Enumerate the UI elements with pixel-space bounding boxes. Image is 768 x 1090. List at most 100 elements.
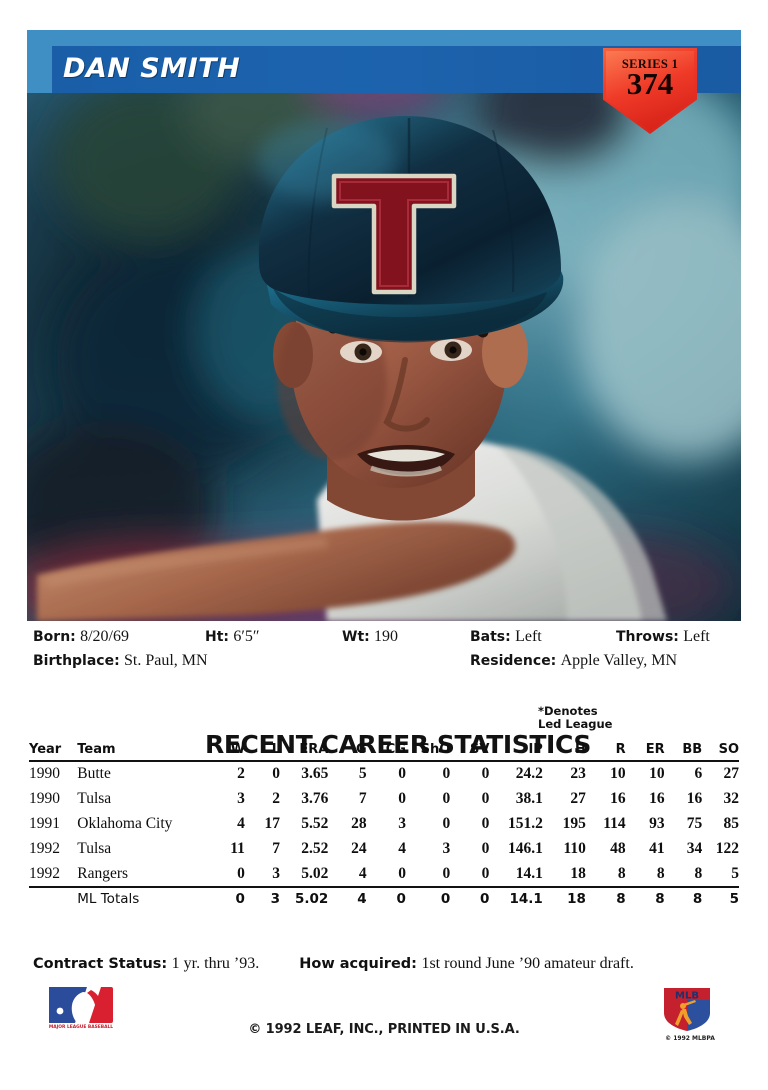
totals-cell-sv: 0	[450, 885, 490, 911]
cell-era: 5.52	[301, 814, 329, 832]
cell-year: 1992	[29, 864, 60, 882]
cell-so: 85	[723, 814, 740, 832]
cell-bb: 16	[686, 790, 703, 808]
cell-era: 3.76	[301, 790, 329, 808]
col-g: G	[328, 742, 367, 762]
cell-h: 23	[570, 765, 586, 783]
cell-r: 10	[610, 765, 626, 783]
cell-g: 24	[351, 839, 367, 857]
cell-team: Tulsa	[77, 839, 112, 857]
col-er: ER	[625, 742, 665, 762]
cell-era: 5.02	[301, 864, 329, 882]
player-photo-illustration	[27, 30, 741, 621]
cell-g: 7	[358, 790, 367, 808]
led-league-note-line1: *Denotes	[538, 704, 598, 718]
totals-cell-team: ML Totals	[72, 885, 212, 911]
weight-field: Wt: 190	[342, 628, 399, 645]
totals-cell-year	[29, 885, 73, 911]
cell-year: 1990	[29, 790, 60, 808]
cell-sho: 0	[442, 765, 451, 783]
bio-row-1: Born: 8/20/69 Ht: 6′5″ Wt: 190 Bats: Lef…	[27, 628, 741, 652]
career-statistics-table: Year Team W L ERA G CG ShO SV IP H R ER …	[29, 742, 739, 911]
how-acquired-group: How acquired: 1st round June ’90 amateur…	[299, 955, 634, 972]
cell-sho: 0	[442, 864, 451, 882]
col-bb: BB	[664, 742, 703, 762]
led-league-note: *Denotes Led League	[538, 705, 612, 730]
bats-field: Bats: Left	[470, 628, 542, 645]
card-number: 374	[626, 66, 674, 101]
col-era: ERA	[280, 742, 329, 762]
cell-ip: 151.2	[507, 814, 543, 832]
cell-ip: 24.2	[515, 765, 543, 783]
cell-ip: 146.1	[507, 839, 543, 857]
table-row-totals: ML Totals 0 3 5.02 4 0 0 0 14.1 18 8 8 8 5	[29, 885, 739, 911]
cell-w: 2	[237, 765, 245, 783]
cell-bb: 6	[694, 765, 703, 783]
cell-h: 27	[570, 790, 586, 808]
cell-er: 93	[649, 814, 665, 832]
totals-cell-g: 4	[328, 885, 367, 911]
cell-sho: 3	[442, 839, 451, 857]
series-badge: SERIES 1 374	[603, 48, 697, 134]
table-row: 1992 Tulsa 11 7 2.52 24 4 3 0 146.1 110 48 41 34 122	[29, 836, 739, 861]
cell-team: Oklahoma City	[77, 814, 173, 832]
cell-cg: 3	[398, 814, 406, 832]
cell-year: 1991	[29, 814, 60, 832]
page-title: DAN SMITH	[63, 53, 241, 84]
cell-er: 10	[649, 765, 665, 783]
cell-sv: 0	[481, 790, 490, 808]
cell-h: 18	[570, 864, 586, 882]
cell-sho: 0	[442, 814, 451, 832]
totals-cell-h: 18	[542, 885, 586, 911]
cell-so: 27	[723, 765, 740, 783]
cell-era: 2.52	[301, 839, 329, 857]
totals-cell-er: 8	[625, 885, 665, 911]
mlbpa-logo-svg: MLB	[662, 986, 712, 1033]
cell-g: 28	[351, 814, 367, 832]
cell-h: 195	[562, 814, 586, 832]
col-w: W	[211, 742, 245, 762]
cell-bb: 75	[686, 814, 703, 832]
residence-field: Residence: Apple Valley, MN	[470, 652, 678, 669]
table-row: 1992 Rangers 0 3 5.02 4 0 0 0 14.1 18 8 8 8 5	[29, 861, 739, 887]
born-field: Born: 8/20/69	[33, 628, 129, 645]
cell-w: 4	[237, 814, 245, 832]
cell-l: 7	[272, 839, 281, 857]
series-label: SERIES 1	[621, 57, 679, 71]
cell-sv: 0	[481, 814, 490, 832]
contract-info: Contract Status: 1 yr. thru ’93. How acqu…	[33, 955, 739, 973]
cell-l: 0	[272, 765, 281, 783]
col-sho: ShO	[405, 742, 451, 762]
cell-sv: 0	[481, 765, 490, 783]
cell-team: Butte	[77, 765, 111, 783]
height-field: Ht: 6′5″	[205, 628, 260, 645]
cell-so: 122	[715, 839, 739, 857]
cell-r: 114	[603, 814, 626, 832]
throws-field: Throws: Left	[616, 628, 710, 645]
cell-era: 3.65	[301, 765, 329, 783]
cell-l: 2	[272, 790, 281, 808]
totals-cell-sho: 0	[405, 885, 451, 911]
cell-r: 16	[610, 790, 626, 808]
led-league-note-line2: Led League	[538, 716, 613, 731]
col-h: H	[542, 742, 586, 762]
birthplace-field: Birthplace: St. Paul, MN	[33, 652, 208, 669]
cell-cg: 0	[398, 765, 406, 783]
svg-text:MLB: MLB	[675, 991, 699, 1002]
cell-bb: 34	[686, 839, 703, 857]
cell-w: 3	[237, 790, 245, 808]
svg-text:MAJOR LEAGUE BASEBALL: MAJOR LEAGUE BASEBALL	[49, 1024, 113, 1030]
col-ip: IP	[489, 742, 543, 762]
player-photo	[27, 30, 741, 621]
table-row: 1990 Tulsa 3 2 3.76 7 0 0 0 38.1 27 16 16 16 32	[29, 787, 739, 812]
totals-cell-w: 0	[211, 885, 245, 911]
bio-block: Born: 8/20/69 Ht: 6′5″ Wt: 190 Bats: Lef…	[27, 628, 741, 676]
cell-team: Rangers	[77, 864, 129, 882]
cell-r: 8	[617, 864, 626, 882]
table-body: 1990 Butte 2 0 3.65 5 0 0 0 24.2 23 10 10 6 27 1990 Tuls…	[29, 761, 739, 911]
contract-status-group: Contract Status: 1 yr. thru ’93.	[33, 955, 260, 972]
cell-team: Tulsa	[77, 790, 112, 808]
totals-cell-so: 5	[702, 885, 739, 911]
cell-g: 5	[358, 765, 367, 783]
cell-year: 1990	[29, 765, 60, 783]
